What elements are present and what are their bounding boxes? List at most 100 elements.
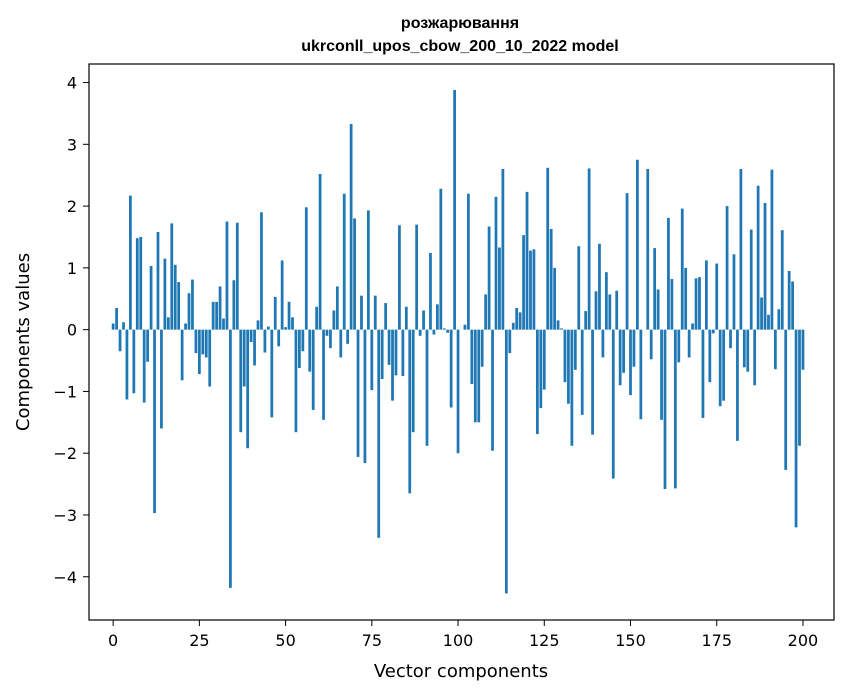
bar bbox=[235, 222, 239, 330]
bar bbox=[563, 329, 567, 383]
bar bbox=[387, 329, 391, 365]
bar bbox=[229, 329, 232, 588]
bar bbox=[139, 236, 143, 330]
bar bbox=[373, 295, 377, 330]
bar bbox=[708, 329, 712, 383]
bar bbox=[304, 207, 308, 330]
bar bbox=[187, 293, 191, 330]
bar bbox=[449, 329, 453, 408]
bar bbox=[570, 329, 574, 446]
bar bbox=[477, 329, 481, 423]
bar bbox=[770, 169, 774, 330]
bar bbox=[553, 267, 557, 330]
bar bbox=[587, 168, 591, 330]
bar bbox=[222, 318, 225, 330]
bar bbox=[339, 329, 343, 358]
bar bbox=[356, 329, 360, 457]
bar bbox=[332, 310, 336, 330]
x-axis-ticks: 0 25 50 75 100 125 150 175 200 bbox=[108, 620, 818, 650]
bar bbox=[411, 329, 415, 433]
bar bbox=[367, 210, 370, 330]
chart-title: розжарювання bbox=[401, 15, 519, 32]
y-tick-label: −4 bbox=[53, 568, 77, 587]
bar bbox=[191, 279, 194, 330]
bar bbox=[408, 329, 412, 494]
bar bbox=[580, 329, 584, 415]
y-tick-label: 0 bbox=[67, 321, 77, 340]
bar bbox=[363, 329, 367, 464]
y-tick-label: −3 bbox=[53, 506, 77, 525]
bar bbox=[163, 258, 167, 330]
bar bbox=[284, 327, 287, 330]
bar bbox=[629, 329, 632, 396]
bar bbox=[115, 308, 118, 330]
x-tick-label: 50 bbox=[275, 631, 295, 650]
bar bbox=[298, 329, 301, 368]
bar bbox=[142, 329, 146, 403]
bar bbox=[749, 229, 753, 330]
bar bbox=[767, 314, 770, 330]
bar bbox=[329, 329, 332, 349]
bar bbox=[556, 320, 560, 330]
y-tick-label: 2 bbox=[67, 197, 77, 216]
bar bbox=[173, 264, 177, 330]
bar bbox=[453, 89, 456, 330]
bar bbox=[536, 329, 539, 435]
bar bbox=[663, 329, 667, 490]
bar bbox=[470, 329, 474, 384]
bar bbox=[360, 295, 363, 330]
y-tick-label: −1 bbox=[53, 382, 77, 401]
bar bbox=[677, 329, 681, 363]
bar bbox=[215, 301, 218, 330]
bar bbox=[646, 169, 650, 330]
bar bbox=[291, 317, 294, 330]
bar bbox=[270, 329, 274, 418]
bar bbox=[308, 329, 312, 372]
bar bbox=[604, 272, 608, 330]
bar bbox=[608, 294, 612, 330]
bar bbox=[342, 193, 346, 330]
bar bbox=[487, 226, 491, 330]
bar bbox=[753, 329, 757, 386]
y-tick-label: 1 bbox=[67, 259, 77, 278]
bar bbox=[491, 329, 494, 451]
bar bbox=[260, 212, 263, 330]
bar bbox=[480, 329, 484, 367]
bar bbox=[542, 329, 546, 390]
bar bbox=[349, 123, 353, 330]
bar bbox=[729, 329, 732, 349]
bar bbox=[166, 317, 170, 330]
bar bbox=[318, 173, 322, 330]
bars-group bbox=[111, 89, 805, 594]
bar bbox=[732, 254, 736, 330]
bar bbox=[273, 296, 277, 330]
bar bbox=[622, 329, 625, 373]
bar bbox=[266, 326, 270, 330]
bar bbox=[525, 191, 529, 330]
bar bbox=[401, 329, 405, 376]
bar bbox=[129, 195, 132, 330]
bar bbox=[560, 328, 563, 330]
bar bbox=[773, 329, 777, 370]
y-tick-label: 4 bbox=[67, 74, 77, 93]
bar bbox=[246, 329, 250, 449]
bar bbox=[670, 278, 674, 330]
bar bbox=[194, 329, 198, 354]
bar bbox=[798, 329, 801, 446]
bar bbox=[322, 329, 325, 420]
bar bbox=[567, 329, 570, 404]
bar bbox=[673, 329, 677, 489]
bar bbox=[680, 208, 684, 330]
bar bbox=[394, 329, 398, 376]
plot-area-frame bbox=[88, 63, 835, 621]
bar bbox=[315, 306, 319, 330]
bar bbox=[146, 329, 150, 362]
bar bbox=[301, 329, 305, 352]
bar bbox=[218, 286, 222, 330]
bar bbox=[122, 322, 125, 330]
bar bbox=[618, 329, 622, 386]
bar bbox=[249, 329, 253, 342]
bar bbox=[518, 312, 522, 330]
bar bbox=[725, 206, 729, 330]
bar bbox=[239, 329, 243, 433]
